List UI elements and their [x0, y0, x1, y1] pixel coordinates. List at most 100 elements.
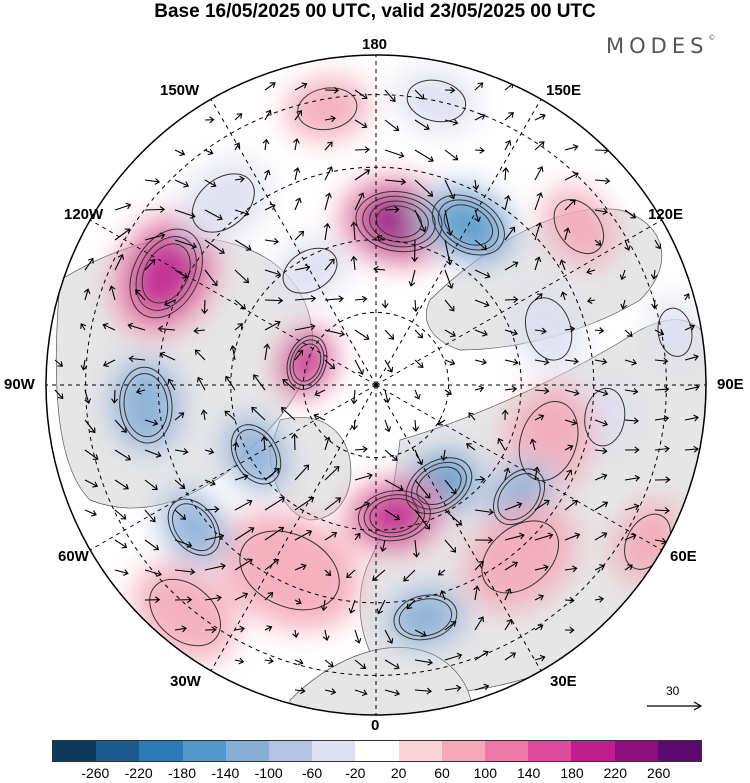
wind-arrow — [314, 389, 326, 397]
wind-arrow — [144, 539, 160, 551]
wind-arrow — [654, 476, 671, 484]
colorbar-tick-label: 20 — [390, 765, 407, 781]
wind-arrow — [654, 445, 670, 453]
wind-arrow — [414, 119, 430, 130]
meridian-line — [375, 384, 542, 672]
wind-arrow — [381, 299, 389, 309]
wind-arrow — [167, 378, 176, 391]
wind-arrow — [384, 449, 398, 461]
wind-arrow — [594, 389, 609, 397]
wind-arrow — [474, 239, 487, 251]
wind-arrow — [354, 689, 368, 697]
wind-arrow — [624, 446, 640, 454]
wind-arrow — [406, 599, 416, 610]
wind-arrow — [200, 409, 208, 421]
wind-arrow — [351, 419, 358, 431]
wind-arrow — [534, 624, 544, 631]
anomaly-blob — [542, 187, 616, 266]
anomaly-blob — [513, 283, 584, 374]
anomaly-contour — [393, 594, 458, 641]
wind-arrow — [234, 323, 244, 331]
wind-arrow — [144, 419, 159, 427]
wind-arrow — [294, 598, 302, 605]
wind-arrow — [474, 299, 490, 308]
wind-arrow — [444, 269, 454, 289]
wind-arrow — [594, 473, 608, 481]
wind-arrow — [324, 115, 336, 123]
wind-arrow — [80, 323, 87, 331]
wind-arrow — [414, 329, 424, 339]
wind-arrow — [114, 509, 127, 520]
colorbar-swatch — [571, 741, 615, 761]
lon-label-150e: 150E — [546, 82, 582, 99]
colorbar-tick-label: 220 — [603, 765, 628, 781]
wind-arrow — [354, 89, 368, 100]
wind-arrow — [624, 564, 633, 571]
wind-arrow — [474, 146, 485, 154]
wind-arrow — [264, 320, 281, 331]
wind-arrow — [534, 327, 547, 335]
wind-arrow — [563, 227, 571, 241]
anomaly-contour — [123, 373, 169, 438]
wind-arrow — [474, 209, 481, 223]
colorbar-swatch — [96, 741, 140, 761]
wind-arrow — [354, 359, 364, 376]
anomaly-contour — [406, 79, 467, 123]
wind-arrow — [144, 178, 161, 185]
wind-arrow — [260, 436, 268, 451]
wind-arrow — [324, 688, 337, 695]
colorbar-tick-label: 140 — [516, 765, 541, 781]
anomaly-contour — [297, 87, 358, 131]
wind-arrow — [474, 683, 490, 691]
wind-arrow — [320, 599, 328, 612]
colorbar-tick-label: -180 — [167, 765, 197, 781]
wind-arrow — [174, 149, 186, 156]
wind-arrow — [466, 443, 476, 451]
wind-arrow — [497, 438, 506, 451]
wind-arrow — [350, 389, 358, 405]
wind-arrow — [234, 142, 241, 151]
wind-arrow — [373, 265, 386, 273]
wind-arrow — [232, 441, 240, 451]
wind-arrow — [564, 389, 580, 397]
anomaly-contour — [398, 598, 453, 637]
wind-arrow — [594, 239, 602, 246]
wind-arrow — [444, 239, 453, 266]
wind-arrow — [234, 527, 255, 541]
wind-arrow — [504, 385, 518, 393]
wind-arrow — [594, 358, 608, 365]
wind-arrow — [294, 197, 302, 211]
colorbar-tick-label: 60 — [434, 765, 450, 781]
wind-arrow — [348, 599, 356, 614]
colorbar-swatch — [657, 741, 702, 761]
wind-arrow — [501, 409, 509, 421]
wind-arrow — [204, 505, 220, 513]
wind-arrow — [414, 149, 434, 162]
wind-arrow — [504, 501, 523, 511]
wind-arrow — [102, 359, 116, 367]
wind-arrow — [534, 387, 550, 395]
wind-arrow — [654, 329, 665, 336]
wind-arrow — [384, 149, 405, 159]
wind-arrow — [135, 387, 146, 395]
wind-arrow — [264, 657, 274, 665]
modes-logo: MODES© — [606, 34, 715, 58]
wind-arrow — [414, 629, 427, 638]
wind-arrow — [324, 192, 332, 211]
wind-arrow — [564, 444, 574, 451]
wind-arrow — [414, 359, 424, 369]
wind-arrow — [468, 412, 476, 421]
colorbar-swatch — [139, 741, 183, 761]
wind-arrow — [114, 569, 129, 576]
wind-arrow — [264, 468, 280, 481]
wind-arrow — [324, 497, 342, 511]
wind-arrow — [84, 509, 97, 517]
wind-arrow — [372, 569, 386, 581]
anomaly-contour — [191, 173, 255, 233]
lon-label-180: 180 — [362, 36, 388, 53]
colorbar-tick-label: 260 — [646, 765, 671, 781]
lon-label-30w: 30W — [170, 673, 201, 690]
wind-arrow — [564, 199, 576, 211]
wind-arrow — [264, 237, 280, 245]
